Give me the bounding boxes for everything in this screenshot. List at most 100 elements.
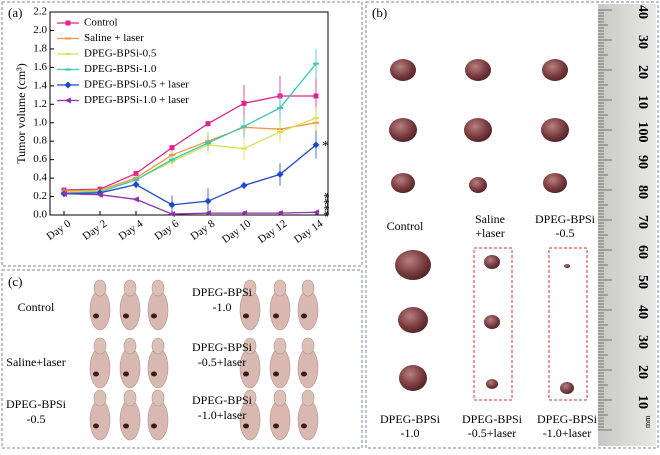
data-point xyxy=(312,141,320,149)
tumor xyxy=(399,365,427,391)
mouse-head xyxy=(151,337,165,355)
group-label: DPEG-BPSi xyxy=(462,412,523,426)
group-label: Control xyxy=(18,300,55,314)
ruler-label: 30 xyxy=(635,35,650,49)
ruler-label: 60 xyxy=(635,245,650,259)
highlight-box xyxy=(548,247,588,401)
ruler-label: 100 xyxy=(635,122,650,143)
tumor-spot xyxy=(151,371,157,377)
legend-label: DPEG-BPSi-1.0 + laser xyxy=(84,94,189,106)
data-point xyxy=(240,210,247,217)
group-label: -1.0+laser xyxy=(543,426,591,440)
tumor xyxy=(484,315,500,329)
x-tick-label: Day 4 xyxy=(117,217,146,242)
group-label: DPEG-BPSi xyxy=(192,285,253,299)
tumor xyxy=(390,59,416,81)
tumor xyxy=(389,118,417,142)
data-point xyxy=(204,210,211,217)
ruler-label: 80 xyxy=(635,185,650,199)
ruler-label: 20 xyxy=(635,65,650,79)
data-point xyxy=(168,211,175,218)
annotation: **** xyxy=(316,192,331,217)
tumor xyxy=(542,59,568,81)
series-line xyxy=(63,95,316,191)
mouse-head xyxy=(273,279,287,297)
group-label: DPEG-BPSi xyxy=(192,393,253,407)
tumor xyxy=(541,118,569,142)
panel-b-border xyxy=(365,1,659,449)
y-tick-label: 0.6 xyxy=(33,153,47,165)
group-label: DPEG-BPSi xyxy=(6,397,67,411)
group-label: -1.0 xyxy=(401,426,420,440)
group-label: DPEG-BPSi xyxy=(537,412,598,426)
tumor-spot xyxy=(123,423,129,429)
ruler-label: 30 xyxy=(635,335,650,349)
tumor xyxy=(486,379,498,389)
data-point xyxy=(132,196,139,203)
group-label: -0.5 xyxy=(556,226,575,240)
panel-c-border xyxy=(1,269,363,449)
data-point xyxy=(60,190,67,197)
tumor-spot xyxy=(243,423,249,429)
x-tick-label: Day 0 xyxy=(45,217,74,242)
mouse-head xyxy=(93,389,107,407)
ruler-unit: mm xyxy=(643,415,652,428)
ruler-label: 10 xyxy=(635,95,650,109)
mouse-head xyxy=(123,279,137,297)
tumor-spot xyxy=(243,371,249,377)
tumor-spot xyxy=(151,313,157,319)
data-point xyxy=(132,181,140,189)
y-axis-label: Tumor volume (cm³) xyxy=(14,63,28,163)
group-label: DPEG-BPSi xyxy=(380,412,441,426)
mouse-head xyxy=(243,389,257,407)
tumor xyxy=(469,177,487,193)
data-point xyxy=(168,201,176,209)
y-tick-label: 2.2 xyxy=(33,6,47,18)
tumor xyxy=(395,250,431,280)
data-point xyxy=(312,209,319,216)
y-tick-label: 0.4 xyxy=(33,172,47,184)
group-label: -0.5+laser xyxy=(198,355,246,369)
group-label: DPEG-BPSi xyxy=(535,212,596,226)
tumor-spot xyxy=(301,423,307,429)
mouse-head xyxy=(273,389,287,407)
tumor-spot xyxy=(93,371,99,377)
legend-marker xyxy=(65,20,71,26)
y-tick-label: 1.2 xyxy=(33,98,47,110)
y-tick-label: 0.0 xyxy=(33,209,47,221)
tumor xyxy=(391,173,415,193)
data-point xyxy=(313,93,319,99)
ruler-label: 40 xyxy=(635,305,650,319)
tumor xyxy=(560,382,574,394)
mouse-head xyxy=(93,279,107,297)
series-line xyxy=(63,144,317,206)
tumor-spot xyxy=(123,313,129,319)
tumor-spot xyxy=(273,313,279,319)
mouse-head xyxy=(93,337,107,355)
panel-a-border xyxy=(1,1,363,267)
ruler-label: 90 xyxy=(635,155,650,169)
series-line xyxy=(63,63,317,194)
data-point xyxy=(169,145,175,151)
legend-label: DPEG-BPSi-1.0 xyxy=(84,63,157,75)
group-label: +laser xyxy=(475,226,504,240)
group-label: -1.0+laser xyxy=(198,408,246,422)
group-label: Saline+laser xyxy=(6,355,65,369)
mouse-head xyxy=(301,279,315,297)
group-label: Control xyxy=(387,219,424,233)
tumor xyxy=(543,173,567,193)
data-point xyxy=(241,100,247,106)
panel-label: (a) xyxy=(8,5,22,20)
data-point xyxy=(276,170,284,178)
ruler-label: 50 xyxy=(635,275,650,289)
group-label: -0.5+laser xyxy=(468,426,516,440)
plot-frame xyxy=(49,11,329,216)
data-point xyxy=(276,210,283,217)
tumor-spot xyxy=(93,313,99,319)
legend-label: Saline + laser xyxy=(84,32,144,44)
mouse-head xyxy=(123,337,137,355)
legend-marker xyxy=(64,81,72,89)
annotation: * xyxy=(322,139,329,154)
tumor-spot xyxy=(243,313,249,319)
